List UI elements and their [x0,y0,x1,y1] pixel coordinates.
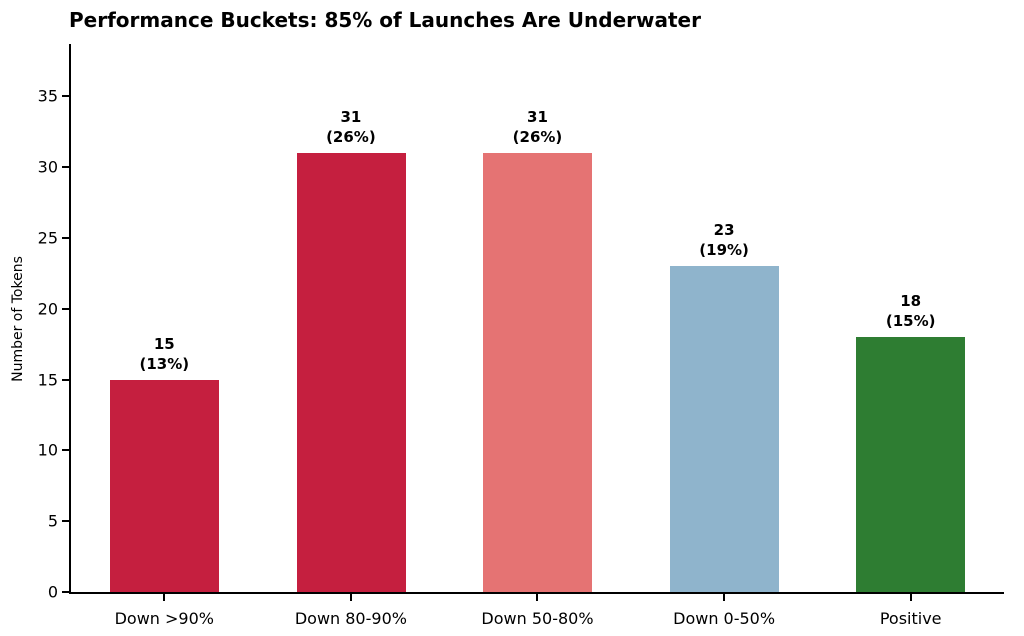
x-tick-mark [536,594,539,601]
bar-value-label: 18 (15%) [817,291,1004,331]
y-tick-label: 25 [37,228,58,248]
bar-value-percent: (13%) [139,354,190,373]
y-axis-label: Number of Tokens [8,44,28,594]
bar-value-label: 31 (26%) [444,107,631,147]
plot-area: 0 5 10 15 20 25 30 35 15 (13%) Down >90% 31 (26%) Dow… [38,44,1004,628]
y-tick-label: 0 [47,582,58,602]
bar-value-label: 15 (13%) [71,334,258,374]
bar-slot: 31 (26%) Down 80-90% [258,44,445,628]
x-tick-mark [163,594,166,601]
y-tick-mark [62,95,69,98]
y-tick-label: 5 [47,511,58,531]
y-tick-label: 15 [37,370,58,390]
bar-3 [483,153,593,592]
x-tick-mark [349,594,352,601]
bar-slot: 31 (26%) Down 50-80% [444,44,631,628]
bar-value-percent: (26%) [326,128,376,147]
bar-value-count: 15 [153,334,175,353]
x-tick-label: Down 50-80% [481,609,594,628]
chart-title: Performance Buckets: 85% of Launches Are… [69,8,701,32]
x-tick-label: Down 0-50% [673,609,776,628]
x-tick-mark [909,594,912,601]
bar-value-percent: (15%) [885,312,936,331]
y-tick-mark [62,166,69,169]
y-tick-label: 30 [37,157,58,177]
y-axis-label-text: Number of Tokens [10,256,27,382]
y-tick-mark [62,591,69,593]
bar-value-count: 23 [713,221,735,240]
bar-value-label: 31 (26%) [258,107,445,147]
y-tick-mark [62,307,69,310]
x-tick-label: Positive [879,609,942,628]
bar-value-count: 31 [527,108,548,127]
bar-slot: 23 (19%) Down 0-50% [631,44,818,628]
bar-value-percent: (26%) [512,128,563,147]
bar-value-count: 18 [900,292,922,311]
bar-slot: 15 (13%) Down >90% [71,44,258,628]
bar-2 [296,153,406,592]
y-tick-label: 35 [37,86,58,106]
y-tick-mark [62,378,69,381]
y-tick-mark [62,237,69,239]
bar-slot: 18 (15%) Positive [817,44,1004,628]
y-tick-label: 10 [37,440,58,460]
bar-1 [110,379,219,592]
bar-value-label: 23 (19%) [631,220,818,260]
bar-value-percent: (19%) [699,241,749,260]
x-tick-label: Down >90% [114,609,214,628]
bar-value-count: 31 [340,108,362,127]
y-tick-mark [62,449,69,452]
y-tick-mark [62,520,69,523]
x-tick-label: Down 80-90% [294,609,407,628]
x-tick-mark [723,594,726,601]
bar-4 [669,266,779,592]
y-tick-label: 20 [37,299,58,319]
bar-5 [856,337,966,592]
